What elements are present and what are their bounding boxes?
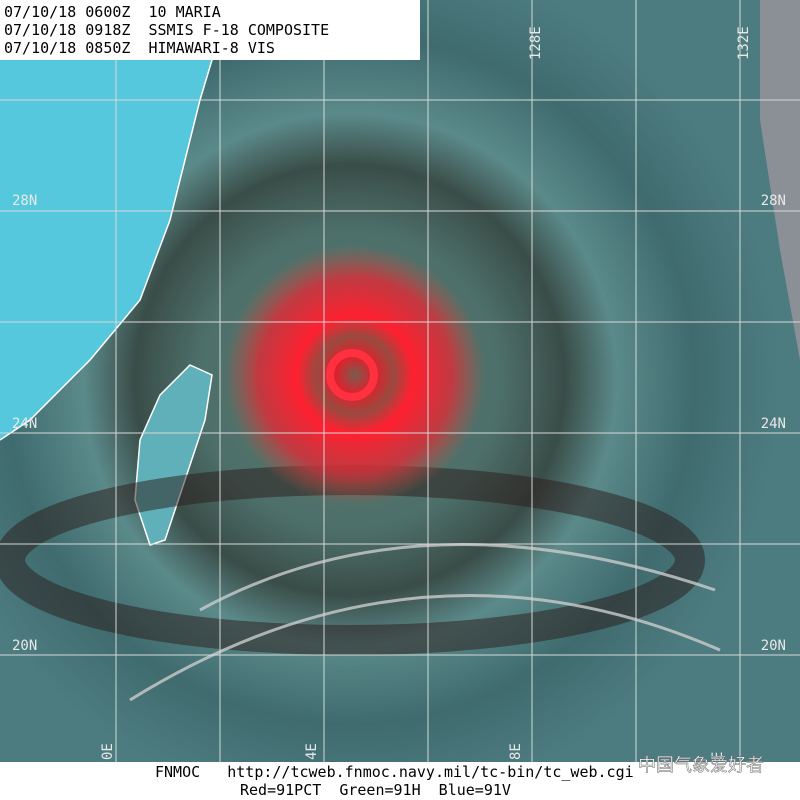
lon-label: 4E: [304, 743, 320, 760]
lon-label: E: [710, 752, 726, 760]
grid: [0, 0, 800, 762]
lat-label: 20N: [761, 638, 786, 654]
swath-edge: [199, 543, 716, 612]
lat-label: 24N: [761, 416, 786, 432]
lon-label: 128E: [528, 26, 544, 60]
header-box: [0, 0, 420, 60]
eyewall: [225, 245, 485, 505]
header-line: 07/10/18 0850Z HIMAWARI-8 VIS: [4, 39, 275, 57]
lon-label: 8E: [508, 743, 524, 760]
mainland: [0, 0, 230, 440]
cloud-edge: [760, 0, 800, 360]
footer-line: FNMOC http://tcweb.fnmoc.navy.mil/tc-bin…: [155, 763, 634, 781]
watermark: 中国气象爱好者: [638, 755, 764, 776]
header-line: 07/10/18 0600Z 10 MARIA: [4, 3, 221, 21]
eye: [326, 349, 378, 401]
footer-box: [0, 762, 800, 800]
footer-line: Red=91PCT Green=91H Blue=91V: [240, 781, 511, 799]
header-line: 07/10/18 0918Z SSMIS F-18 COMPOSITE: [4, 21, 329, 39]
lat-label: 28N: [761, 193, 786, 209]
lon-label: 0E: [100, 743, 116, 760]
lat-label: 28N: [12, 193, 37, 209]
lon-label: 132E: [736, 26, 752, 60]
lat-label: 24N: [12, 416, 37, 432]
lat-label: 20N: [12, 638, 37, 654]
